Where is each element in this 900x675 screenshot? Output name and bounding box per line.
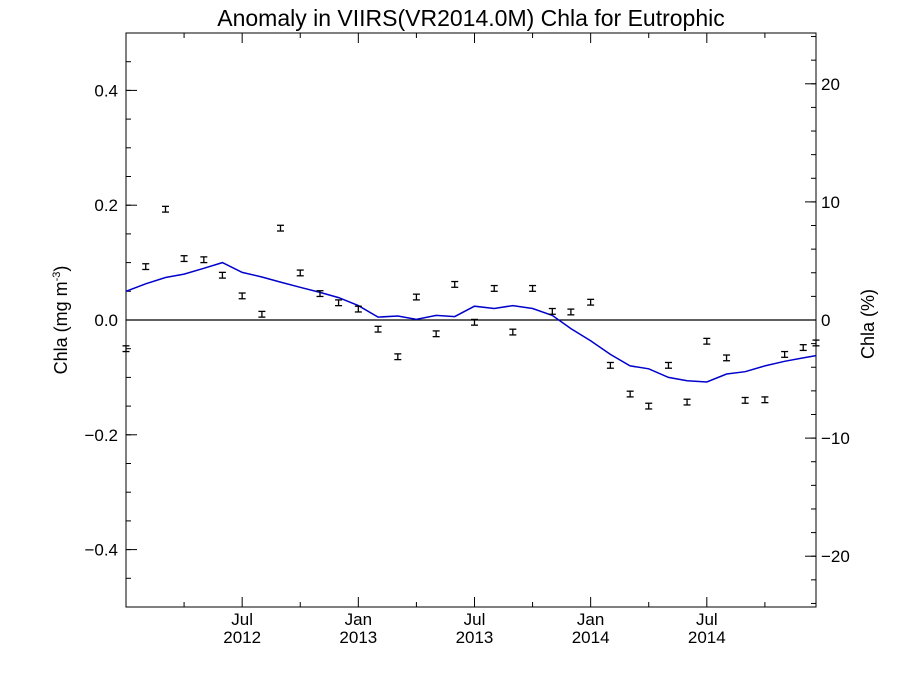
y-right-tick-label: 10: [821, 193, 840, 212]
x-tick-month-label: Jul: [696, 610, 718, 629]
y-left-tick-label: 0.0: [94, 311, 118, 330]
data-point: [645, 403, 652, 409]
data-point: [761, 397, 768, 403]
data-point: [433, 331, 440, 337]
data-point: [723, 355, 730, 361]
y-axis-right-label: Chla (%): [858, 289, 878, 359]
data-point: [297, 270, 304, 276]
x-tick-month-label: Jul: [231, 610, 253, 629]
data-point: [684, 399, 691, 405]
x-tick-month-label: Jul: [464, 610, 486, 629]
data-point: [239, 293, 246, 299]
data-point: [627, 391, 634, 397]
data-point: [219, 272, 226, 278]
x-tick-month-label: Jan: [345, 610, 372, 629]
y-left-tick-label: 0.4: [94, 81, 118, 100]
y-axis-left-label: Chla (mg m-3): [51, 266, 71, 375]
trend-series: [126, 263, 816, 382]
data-point: [491, 286, 498, 292]
y-right-tick-label: 20: [821, 75, 840, 94]
data-point: [413, 294, 420, 300]
data-point: [567, 309, 574, 315]
data-point: [451, 282, 458, 288]
data-point: [200, 257, 207, 263]
y-right-tick-label: −20: [821, 547, 850, 566]
y-left-tick-label: −0.2: [84, 426, 118, 445]
data-point: [335, 300, 342, 306]
chart-title: Anomaly in VIIRS(VR2014.0M) Chla for Eut…: [217, 5, 725, 31]
data-point: [665, 362, 672, 368]
y-left-tick-label: −0.4: [84, 541, 118, 560]
data-point: [181, 256, 188, 262]
x-tick-month-label: Jan: [577, 610, 604, 629]
x-tick-year-label: 2014: [572, 628, 610, 647]
y-left-tick-label: 0.2: [94, 196, 118, 215]
data-point: [142, 264, 149, 270]
data-point: [549, 309, 556, 315]
x-tick-year-label: 2013: [456, 628, 494, 647]
data-point: [162, 206, 169, 212]
svg-text:Chla (mg m-3): Chla (mg m-3): [51, 266, 71, 375]
x-tick-year-label: 2013: [339, 628, 377, 647]
y-axis-left-label-close: ): [51, 266, 71, 272]
data-point: [258, 311, 265, 317]
chart: Anomaly in VIIRS(VR2014.0M) Chla for Eut…: [0, 0, 900, 675]
data-point: [529, 286, 536, 292]
data-point: [375, 326, 382, 332]
data-point: [277, 225, 284, 231]
data-point: [742, 397, 749, 403]
data-point: [607, 362, 614, 368]
data-point: [800, 345, 807, 351]
data-point: [781, 352, 788, 358]
y-axis-left-label-exponent: -3: [51, 272, 63, 282]
y-axis-left-label-base: Chla (mg m: [51, 281, 71, 374]
x-tick-year-label: 2012: [223, 628, 261, 647]
y-axis-right: 20 10 0 −10 −20: [805, 37, 850, 604]
trend-line: [126, 263, 816, 382]
y-right-tick-label: −10: [821, 429, 850, 448]
data-point: [394, 354, 401, 360]
data-point: [509, 329, 516, 335]
y-axis-left: 0.4 0.2 0.0 −0.2 −0.4: [84, 33, 137, 607]
data-point: [813, 340, 820, 346]
y-right-tick-label: 0: [821, 311, 830, 330]
x-tick-year-label: 2014: [688, 628, 726, 647]
data-point: [703, 338, 710, 344]
data-point: [587, 299, 594, 305]
